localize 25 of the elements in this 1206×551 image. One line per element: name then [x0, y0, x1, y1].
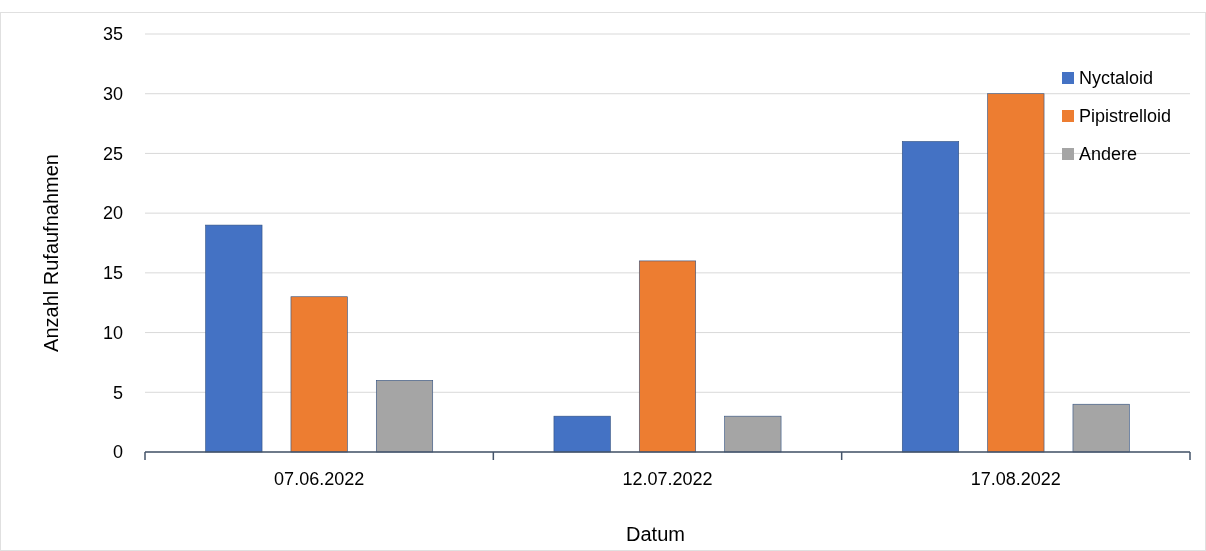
bar — [1072, 403, 1130, 453]
x-tick-label: 12.07.2022 — [622, 469, 713, 489]
x-axis-title: Datum — [626, 523, 685, 545]
y-tick-label: 30 — [102, 84, 123, 105]
y-tick-label: 25 — [102, 143, 123, 164]
bar — [724, 415, 782, 453]
bar — [901, 141, 960, 453]
bar — [290, 296, 348, 453]
bar — [205, 224, 263, 453]
bar — [553, 415, 611, 453]
bar — [375, 380, 434, 453]
bar — [638, 260, 697, 453]
y-tick-label: 10 — [102, 322, 123, 343]
y-tick-label: 0 — [112, 442, 123, 463]
bar — [987, 93, 1045, 453]
y-tick-label: 5 — [112, 382, 123, 403]
x-tick-label: 07.06.2022 — [274, 469, 365, 489]
legend-label: Nyctaloid — [1079, 68, 1154, 89]
legend-label: Andere — [1079, 144, 1138, 165]
y-axis-title: Anzahl Rufaufnahmen — [40, 154, 62, 352]
x-tick-label: 17.08.2022 — [970, 469, 1061, 489]
y-tick-label: 15 — [102, 263, 123, 284]
y-tick-label: 20 — [102, 203, 123, 224]
legend-label: Pipistrelloid — [1079, 106, 1172, 127]
y-tick-label: 35 — [102, 24, 123, 45]
